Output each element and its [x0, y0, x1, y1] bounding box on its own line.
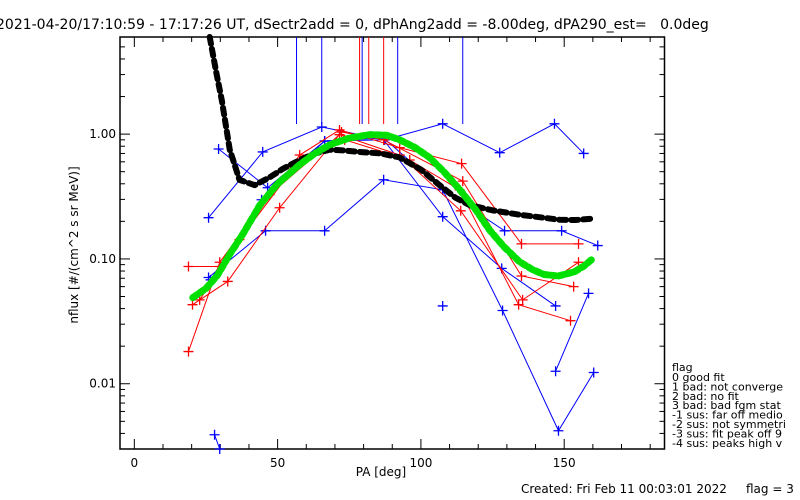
y-tick-label: 0.01	[89, 377, 116, 391]
blue-trace-1-line	[208, 123, 585, 219]
data-point-plus-marker	[222, 276, 233, 287]
y-tick-label: 0.10	[89, 252, 116, 266]
peak-markers	[296, 37, 464, 124]
data-point-plus-marker	[187, 299, 198, 310]
data-point-plus-marker	[183, 261, 194, 272]
data-point-plus-marker	[565, 315, 576, 326]
data-point-plus-marker	[497, 305, 508, 316]
data-point-plus-marker	[549, 118, 560, 129]
data-point-plus-marker	[274, 202, 285, 213]
data-point-plus-marker	[556, 225, 567, 236]
data-point-plus-marker	[378, 174, 389, 185]
tick-labels: 0 50 100 150 1.00 0.10 0.01	[89, 127, 575, 470]
data-point-plus-marker	[456, 158, 467, 169]
axes	[119, 36, 666, 450]
chart-title: 2021-04-20/17:10:59 - 17:17:26 UT, dSect…	[0, 17, 709, 33]
red-trace-4-line	[199, 139, 571, 322]
data-point-plus-marker	[550, 300, 561, 311]
data-point-plus-marker	[588, 367, 599, 378]
legend-entry: 2 bad: no fit	[672, 390, 740, 403]
data-point-plus-marker	[214, 444, 225, 454]
data-point-plus-marker	[517, 294, 528, 305]
data-point-plus-marker	[203, 212, 214, 223]
y-tick-label: 1.00	[89, 127, 116, 141]
data-point-plus-marker	[455, 205, 466, 216]
data-point-plus-marker	[319, 225, 330, 236]
data-point-plus-marker	[499, 225, 510, 236]
data-point-plus-marker	[516, 270, 527, 281]
model-fit-black-line	[206, 34, 595, 224]
legend-entry: 3 bad: bad fgm stat	[672, 399, 781, 412]
legend-title: flag	[672, 361, 693, 374]
legend-entry: -2 sus: not symmetri	[672, 418, 786, 431]
x-tick-label: 100	[409, 456, 432, 470]
blue-trace-2-line	[218, 137, 595, 432]
blue-trace-6-line	[214, 434, 221, 450]
data-point-plus-marker	[494, 147, 505, 158]
data-point-plus-marker	[578, 148, 589, 159]
data-point-plus-marker	[550, 366, 561, 377]
data-point-plus-marker	[437, 118, 448, 129]
data-point-plus-marker	[437, 300, 448, 311]
data-point-plus-marker	[457, 176, 468, 187]
blue-trace-4-line	[210, 139, 556, 307]
red-trace-3-line	[188, 134, 579, 352]
x-tick-label: 50	[270, 456, 285, 470]
legend-entry: 1 bad: not converge	[672, 380, 783, 393]
data-series	[183, 34, 603, 454]
blue-trace-5-line	[555, 293, 590, 372]
flag-legend: flag 0 good fit 1 bad: not converge 2 ba…	[672, 361, 786, 450]
legend-entry: -1 sus: far off medio	[672, 409, 783, 422]
data-point-plus-marker	[553, 425, 564, 436]
model-fit-green-line	[189, 131, 596, 302]
legend-entry: 0 good fit	[672, 371, 725, 384]
data-point-plus-marker	[257, 146, 268, 157]
data-point-plus-marker	[516, 238, 527, 249]
data-point-plus-marker	[209, 429, 220, 440]
x-tick-label: 150	[553, 456, 576, 470]
x-axis-label: PA [deg]	[356, 465, 406, 479]
y-axis-label: nflux [#/(cm^2 s sr MeV)]	[67, 166, 81, 323]
data-point-plus-marker	[568, 281, 579, 292]
data-point-plus-marker	[437, 211, 448, 222]
data-point-plus-marker	[513, 299, 524, 310]
flag-value: flag = 3	[746, 482, 794, 496]
data-point-plus-marker	[183, 346, 194, 357]
plot-frame	[119, 36, 666, 450]
data-point-plus-marker	[592, 240, 603, 251]
legend-entry: -4 sus: peaks high v	[672, 437, 783, 450]
legend-entry: -3 sus: fit peak off 9	[672, 427, 782, 440]
data-point-plus-marker	[573, 238, 584, 249]
data-point-plus-marker	[583, 288, 594, 299]
created-timestamp: Created: Fri Feb 11 00:03:01 2022	[521, 482, 727, 496]
blue-trace-3-line	[208, 179, 598, 278]
data-point-plus-marker	[316, 122, 327, 133]
x-tick-label: 0	[131, 456, 139, 470]
data-point-plus-marker	[213, 143, 224, 154]
